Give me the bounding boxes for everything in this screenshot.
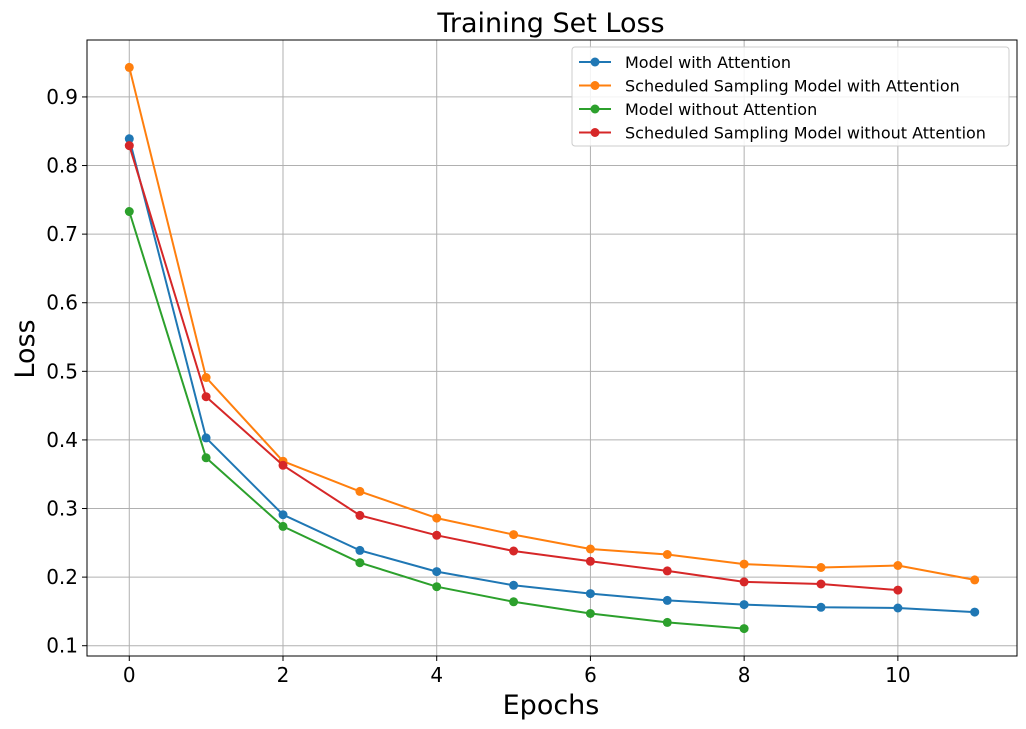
- data-point: [662, 617, 672, 627]
- data-point: [739, 559, 749, 569]
- legend-label: Scheduled Sampling Model without Attenti…: [625, 124, 986, 143]
- data-point: [816, 563, 826, 572]
- legend-item: Scheduled Sampling Model without Attenti…: [579, 124, 986, 143]
- x-tick-label: 4: [430, 663, 443, 687]
- x-axis: 0 2 4 6 8 10: [123, 656, 911, 687]
- data-point: [432, 513, 442, 523]
- series-line: [128, 67, 975, 581]
- data-point: [970, 575, 980, 585]
- data-point: [585, 544, 595, 554]
- data-point: [585, 609, 595, 618]
- legend-marker: [590, 104, 600, 114]
- data-point: [355, 486, 365, 496]
- data-point: [585, 589, 595, 599]
- legend-marker: [590, 57, 600, 67]
- data-point: [355, 510, 365, 520]
- data-point: [662, 550, 672, 559]
- y-tick-label: 0.4: [46, 428, 78, 452]
- data-point: [509, 597, 519, 607]
- data-point: [278, 510, 288, 520]
- y-axis: 0.1 0.2 0.3 0.4 0.5 0.6 0.7 0.8 0.9: [46, 85, 87, 658]
- data-point: [201, 373, 211, 382]
- y-tick-label: 0.1: [46, 634, 78, 658]
- y-tick-label: 0.7: [46, 222, 78, 246]
- data-point: [278, 521, 288, 531]
- data-point: [816, 579, 826, 589]
- data-point: [893, 603, 903, 613]
- data-point: [509, 546, 519, 556]
- legend-marker: [590, 128, 600, 137]
- y-tick-label: 0.6: [46, 291, 78, 315]
- data-point: [432, 567, 442, 577]
- series-4: [124, 141, 903, 595]
- series-2: [124, 62, 980, 585]
- legend-marker: [590, 81, 600, 90]
- x-tick-label: 2: [277, 663, 290, 687]
- data-point: [893, 585, 903, 595]
- data-point: [201, 392, 211, 402]
- y-tick-label: 0.9: [46, 85, 78, 109]
- data-point: [124, 141, 134, 151]
- y-tick-label: 0.3: [46, 497, 78, 521]
- legend-label: Scheduled Sampling Model with Attention: [625, 77, 960, 96]
- data-point: [355, 545, 365, 555]
- plot-frame: [86, 39, 1018, 657]
- x-tick-label: 0: [123, 663, 136, 687]
- series-line: [128, 145, 898, 592]
- data-point: [739, 624, 749, 634]
- data-point: [355, 558, 365, 568]
- legend: Model with Attention Scheduled Sampling M…: [571, 46, 1010, 147]
- data-point: [893, 561, 903, 570]
- x-tick-label: 10: [885, 663, 910, 687]
- legend-item: Scheduled Sampling Model with Attention: [579, 77, 960, 96]
- y-tick-label: 0.8: [46, 154, 78, 178]
- data-point: [201, 453, 211, 463]
- data-point: [662, 566, 672, 576]
- data-point: [124, 134, 134, 144]
- data-point: [432, 582, 442, 592]
- data-point: [509, 580, 519, 590]
- series-1: [124, 134, 980, 617]
- series-line: [128, 138, 975, 614]
- x-axis-label: Epochs: [503, 690, 600, 721]
- data-point: [739, 600, 749, 610]
- series-3: [124, 207, 749, 634]
- data-point: [585, 556, 595, 566]
- y-tick-label: 0.2: [46, 565, 78, 589]
- y-axis-label: Loss: [10, 319, 41, 378]
- data-point: [970, 607, 980, 617]
- data-point: [124, 207, 134, 216]
- data-point: [739, 577, 749, 587]
- data-point: [124, 62, 134, 72]
- legend-item: Model without Attention: [579, 100, 817, 119]
- data-point: [509, 530, 519, 540]
- legend-label: Model with Attention: [625, 53, 791, 72]
- data-point: [201, 433, 211, 443]
- data-point: [662, 595, 672, 605]
- chart-title: Training Set Loss: [436, 8, 664, 39]
- x-tick-label: 8: [738, 663, 751, 687]
- x-tick-label: 6: [584, 663, 597, 687]
- series-layer: [124, 62, 980, 634]
- legend-label: Model without Attention: [625, 100, 817, 119]
- legend-item: Model with Attention: [579, 53, 791, 72]
- legend-box: [571, 46, 1010, 147]
- data-point: [816, 602, 826, 612]
- data-point: [278, 460, 288, 470]
- data-point: [432, 530, 442, 540]
- y-tick-label: 0.5: [46, 359, 78, 383]
